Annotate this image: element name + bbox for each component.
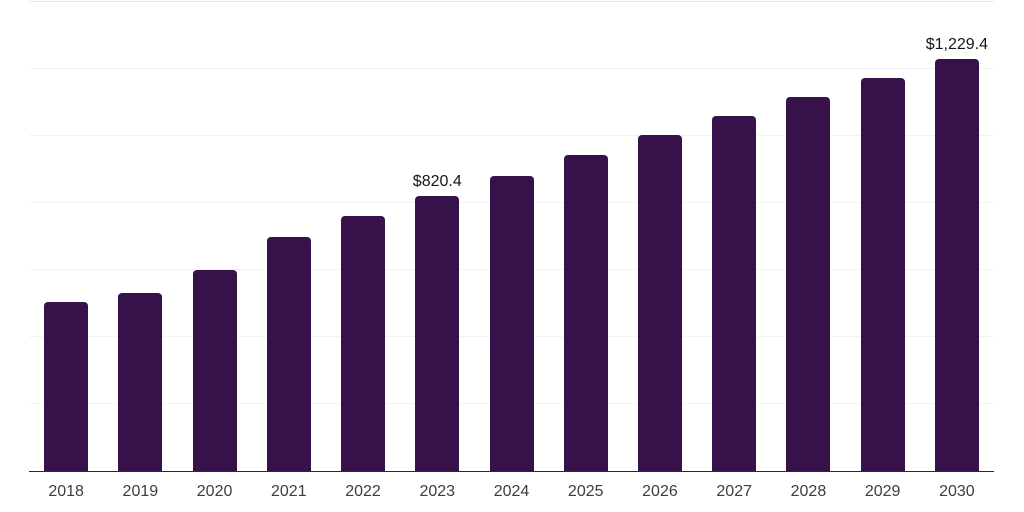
bar-2018[interactable] xyxy=(44,301,89,471)
bar-2027[interactable] xyxy=(712,115,757,471)
x-tick-2027: 2027 xyxy=(716,483,752,500)
x-tick-2023: 2023 xyxy=(419,483,456,500)
x-tick-2024: 2024 xyxy=(493,483,530,500)
bar-2019[interactable] xyxy=(118,293,163,471)
bar-2022[interactable] xyxy=(341,216,386,471)
bar-2025[interactable] xyxy=(563,155,608,471)
bar-2020[interactable] xyxy=(192,270,237,471)
x-tick-2029: 2029 xyxy=(864,483,901,500)
bar-2026[interactable] xyxy=(637,135,682,471)
x-tick-2028: 2028 xyxy=(790,483,827,500)
x-tick-2026: 2026 xyxy=(642,483,678,500)
bar-2021[interactable] xyxy=(266,236,311,471)
x-tick-2025: 2025 xyxy=(567,483,604,500)
gridline-1200 xyxy=(29,68,994,69)
data-label-2023: $820.4 xyxy=(412,173,462,191)
bar-2024[interactable] xyxy=(489,175,534,471)
x-tick-2020: 2020 xyxy=(196,483,233,500)
data-label-2030: $1,229.4 xyxy=(925,36,989,54)
x-tick-2030: 2030 xyxy=(939,483,975,500)
plot-area: $820.4 $1,229.4 xyxy=(29,1,994,472)
bar-2029[interactable] xyxy=(860,78,905,471)
x-axis-labels: 2018 2019 2020 2021 2022 2023 2024 2025 2026 2027… xyxy=(29,483,994,503)
bar-2028[interactable] xyxy=(786,97,831,471)
gridline-1000 xyxy=(29,135,994,136)
x-tick-2018: 2018 xyxy=(48,483,84,500)
bar-2023[interactable] xyxy=(415,196,460,471)
x-tick-2021: 2021 xyxy=(271,483,307,500)
x-tick-2019: 2019 xyxy=(122,483,159,500)
bar-2030[interactable] xyxy=(934,59,979,471)
x-tick-2022: 2022 xyxy=(345,483,381,500)
